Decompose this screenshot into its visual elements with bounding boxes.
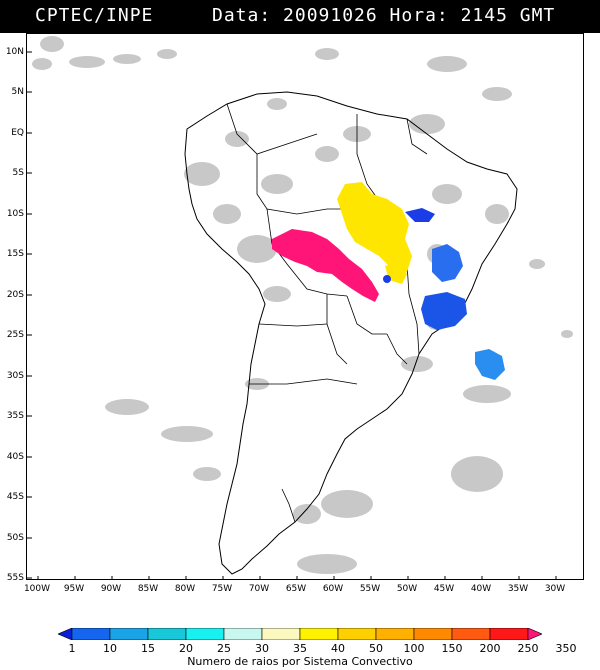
color-swatch bbox=[71, 628, 111, 640]
map-panel bbox=[26, 33, 584, 580]
lon-label: 75W bbox=[211, 584, 233, 594]
lon-label: 90W bbox=[100, 584, 122, 594]
color-scale-label: 350 bbox=[555, 642, 577, 655]
system-blue-coast bbox=[421, 292, 467, 330]
south-america-map bbox=[27, 36, 573, 579]
color-scale-label: 20 bbox=[179, 642, 193, 655]
lon-label: 50W bbox=[396, 584, 418, 594]
color-swatch bbox=[185, 628, 225, 640]
color-swatch bbox=[109, 628, 149, 640]
lon-label: 100W bbox=[23, 584, 51, 594]
agency-title: CPTEC/INPE bbox=[35, 5, 154, 26]
color-scale-label: 200 bbox=[479, 642, 501, 655]
color-scale-label: 40 bbox=[331, 642, 345, 655]
lat-label: EQ bbox=[11, 128, 24, 138]
lat-label: 10S bbox=[6, 209, 24, 219]
lat-label: 30S bbox=[6, 371, 24, 381]
color-scale-label: 1 bbox=[68, 642, 76, 655]
color-scale-label: 15 bbox=[141, 642, 155, 655]
continent-outline bbox=[184, 91, 518, 575]
lat-label: 20S bbox=[6, 290, 24, 300]
lat-label: 50S bbox=[6, 533, 24, 543]
lat-label: 5N bbox=[11, 87, 24, 97]
color-swatch bbox=[261, 628, 301, 640]
color-swatch bbox=[223, 628, 263, 640]
color-swatch bbox=[337, 628, 377, 640]
lat-label: 35S bbox=[6, 411, 24, 421]
lon-label: 30W bbox=[544, 584, 566, 594]
color-scale-label: 30 bbox=[255, 642, 269, 655]
lat-label: 10N bbox=[5, 47, 24, 57]
color-swatch bbox=[299, 628, 339, 640]
lon-label: 60W bbox=[322, 584, 344, 594]
color-swatch bbox=[147, 628, 187, 640]
lat-label: 15S bbox=[6, 249, 24, 259]
system-magenta bbox=[272, 229, 379, 302]
system-blue-dot bbox=[383, 275, 391, 283]
lon-label: 45W bbox=[433, 584, 455, 594]
title-bar: CPTEC/INPE Data: 20091026 Hora: 2145 GMT bbox=[0, 0, 600, 33]
color-swatch bbox=[375, 628, 415, 640]
color-scale-label: 10 bbox=[103, 642, 117, 655]
convective-systems bbox=[272, 182, 505, 380]
lon-label: 35W bbox=[507, 584, 529, 594]
color-scale-caption: Numero de raios por Sistema Convectivo bbox=[187, 655, 413, 668]
color-swatch bbox=[489, 628, 529, 640]
lon-label: 70W bbox=[248, 584, 270, 594]
lat-label: 40S bbox=[6, 452, 24, 462]
color-scale-label: 250 bbox=[517, 642, 539, 655]
color-scale-label: 150 bbox=[441, 642, 463, 655]
color-scale-bar bbox=[58, 628, 542, 640]
color-swatch bbox=[527, 628, 542, 640]
lon-label: 95W bbox=[63, 584, 85, 594]
lon-label: 80W bbox=[174, 584, 196, 594]
system-blue-north bbox=[405, 208, 435, 222]
system-blue-central bbox=[432, 244, 463, 282]
color-scale-label: 100 bbox=[403, 642, 425, 655]
color-swatch bbox=[451, 628, 491, 640]
lat-label: 45S bbox=[6, 492, 24, 502]
cloud-cover bbox=[32, 36, 573, 574]
color-swatch bbox=[413, 628, 453, 640]
map-ticks bbox=[27, 51, 557, 579]
lat-label: 55S bbox=[6, 573, 24, 583]
color-scale-label: 50 bbox=[369, 642, 383, 655]
country-borders bbox=[226, 103, 428, 523]
color-scale-label: 25 bbox=[217, 642, 231, 655]
lon-label: 40W bbox=[470, 584, 492, 594]
lon-label: 55W bbox=[359, 584, 381, 594]
lon-label: 65W bbox=[285, 584, 307, 594]
system-light-blue-ocean bbox=[475, 349, 505, 380]
lat-label: 25S bbox=[6, 330, 24, 340]
date-time-title: Data: 20091026 Hora: 2145 GMT bbox=[212, 5, 556, 26]
lon-label: 85W bbox=[137, 584, 159, 594]
system-yellow bbox=[337, 182, 412, 274]
lat-label: 5S bbox=[12, 168, 24, 178]
color-swatch bbox=[58, 628, 73, 640]
color-scale-label: 35 bbox=[293, 642, 307, 655]
